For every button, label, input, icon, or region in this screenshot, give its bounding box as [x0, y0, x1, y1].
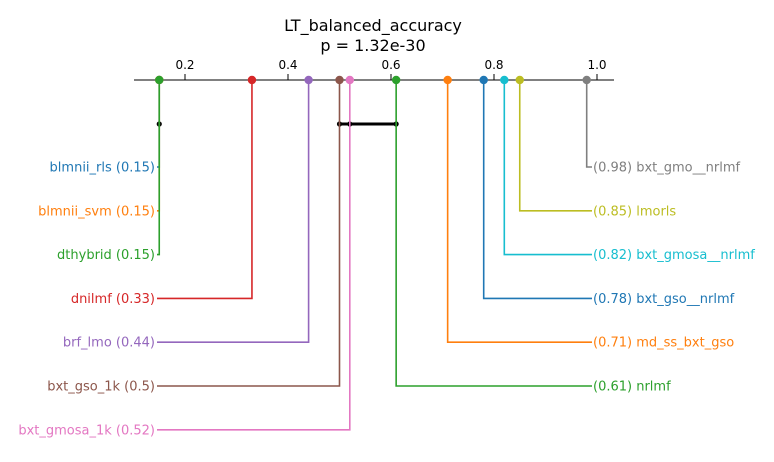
axis-tick-label: 1.0	[587, 58, 606, 72]
method-marker	[155, 75, 164, 85]
chart-title: LT_balanced_accuracy	[284, 16, 462, 36]
method-label: (0.71) md_ss_bxt_gso	[593, 336, 734, 351]
clique-bars	[156, 121, 399, 127]
method-label: blmnii_rls (0.15)	[50, 161, 155, 176]
method-line	[482, 80, 592, 300]
method-label: dthybrid (0.15)	[57, 248, 155, 263]
method-line	[503, 80, 592, 256]
method-label: (0.98) bxt_gmo__nrlmf	[593, 161, 740, 176]
method-lines: blmnii_rls (0.15) blmnii_svm (0.15) dthybr…	[18, 75, 755, 438]
method-line	[157, 80, 161, 256]
method-line	[585, 80, 592, 168]
method-marker	[345, 75, 354, 85]
method-marker	[391, 75, 401, 85]
method-marker	[479, 75, 488, 85]
method-label: blmnii_svm (0.15)	[38, 204, 155, 219]
axis-ticks: 0.2 0.4 0.6 0.8 1.0	[175, 58, 607, 80]
axis-tick-label: 0.8	[484, 58, 503, 72]
method-label: (0.61) nrlmf	[593, 380, 671, 395]
method-label: (0.82) bxt_gmosa__nrlmf	[593, 248, 755, 263]
method-marker	[443, 75, 452, 85]
method-line	[446, 80, 592, 344]
method-line	[157, 80, 253, 300]
chart-subtitle: p = 1.32e-30	[320, 36, 425, 55]
method-line	[395, 80, 592, 387]
method-label: (0.85) lmorls	[593, 204, 676, 219]
method-marker	[304, 75, 313, 85]
method-marker	[515, 75, 524, 85]
method-line	[157, 80, 341, 387]
method-line	[518, 80, 592, 212]
method-marker	[582, 75, 591, 85]
method-label: brf_lmo (0.44)	[63, 336, 155, 351]
axis-tick-label: 0.4	[278, 58, 297, 72]
method-line	[157, 80, 351, 431]
method-marker	[247, 75, 257, 85]
method-marker	[500, 75, 509, 85]
method-label: (0.78) bxt_gso__nrlmf	[593, 292, 735, 307]
method-marker	[335, 75, 344, 85]
method-label: dnilmf (0.33)	[71, 292, 155, 307]
axis-tick-label: 0.2	[175, 58, 194, 72]
method-line	[157, 80, 310, 344]
axis-tick-label: 0.6	[381, 58, 400, 72]
method-label: bxt_gso_1k (0.5)	[47, 380, 155, 395]
method-label: bxt_gmosa_1k (0.52)	[18, 423, 155, 438]
